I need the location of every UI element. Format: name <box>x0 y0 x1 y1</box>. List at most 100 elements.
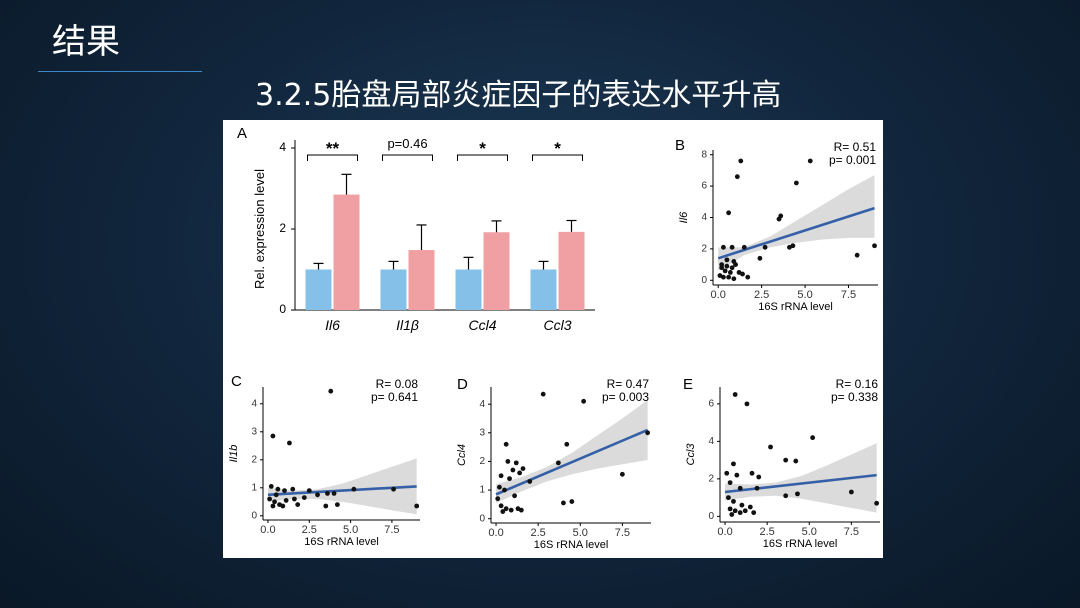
data-point <box>295 502 301 507</box>
data-point <box>754 485 760 491</box>
data-point <box>726 495 731 501</box>
x-tick-label: 5.0 <box>797 289 812 301</box>
x-tick-label: 5.0 <box>343 524 358 536</box>
x-axis-title: 16S rRNA level <box>758 301 833 313</box>
data-point <box>793 458 799 464</box>
significance-bracket <box>457 154 508 161</box>
data-point <box>721 244 726 250</box>
data-point <box>555 460 561 466</box>
data-point <box>272 499 277 505</box>
confidence-band <box>267 458 417 515</box>
y-tick-label: 1 <box>479 485 485 496</box>
y-tick-label: 2 <box>701 244 707 255</box>
p-value: p= 0.001 <box>829 153 876 167</box>
data-point <box>520 466 526 471</box>
data-point <box>619 471 625 477</box>
bar <box>305 269 332 310</box>
data-point <box>768 444 773 450</box>
data-point <box>331 491 337 496</box>
data-point <box>731 276 737 282</box>
data-point <box>747 504 753 510</box>
significance-label: * <box>479 139 486 158</box>
x-tick-label: 0.0 <box>717 526 732 538</box>
x-tick-label: 2.5 <box>754 289 769 301</box>
confidence-band <box>725 443 877 513</box>
data-point <box>270 503 276 509</box>
data-point <box>751 510 757 516</box>
data-point <box>315 492 320 498</box>
y-axis-title: Ccl3 <box>685 443 697 466</box>
data-point <box>724 263 730 269</box>
regression-line <box>717 206 875 260</box>
data-point <box>569 499 575 504</box>
data-point <box>757 255 763 261</box>
data-point <box>734 472 740 478</box>
data-point <box>391 486 396 492</box>
panel-label-a: A <box>237 125 247 142</box>
r-value: R= 0.16 <box>836 377 879 391</box>
data-point <box>273 492 279 498</box>
y-tick-label: 2 <box>251 454 257 465</box>
p-value: p= 0.003 <box>602 390 649 404</box>
data-point <box>745 274 751 280</box>
data-point <box>283 498 289 503</box>
data-point <box>498 473 504 479</box>
x-tick-label: 2.5 <box>531 527 546 539</box>
y-tick-label: 0 <box>479 513 485 524</box>
data-point <box>323 503 329 509</box>
data-point <box>783 457 789 463</box>
bar <box>380 269 407 310</box>
data-point <box>301 495 307 500</box>
x-tick-label: 2.5 <box>760 526 775 538</box>
p-value: p= 0.641 <box>371 390 418 404</box>
p-value: p= 0.338 <box>831 390 878 404</box>
significance-label: * <box>554 139 561 158</box>
data-point <box>328 388 334 394</box>
r-value: R= 0.08 <box>376 377 419 391</box>
data-point <box>776 216 782 222</box>
data-point <box>729 244 735 250</box>
data-point <box>306 488 312 493</box>
x-axis-title: 16S rRNA level <box>534 539 609 551</box>
r-value: R= 0.47 <box>607 377 650 391</box>
data-point <box>267 496 273 502</box>
y-tick-label: 6 <box>701 181 707 192</box>
data-point <box>287 440 292 446</box>
significance-bracket <box>307 154 358 161</box>
data-point <box>540 391 546 397</box>
data-point <box>497 484 502 490</box>
data-point <box>744 401 750 407</box>
panel-label-e: E <box>683 376 693 393</box>
data-point <box>731 461 736 467</box>
bar <box>530 269 557 310</box>
x-tick-label: 7.5 <box>384 524 399 536</box>
data-point <box>500 509 506 514</box>
bar <box>483 232 510 310</box>
data-point <box>645 430 651 436</box>
x-axis-title: 16S rRNA level <box>304 536 379 548</box>
y-tick-label: 0 <box>279 302 286 316</box>
data-point <box>503 506 509 512</box>
y-tick-label: 2 <box>479 456 485 467</box>
data-point <box>854 252 860 258</box>
x-tick-label: 0.0 <box>260 524 275 536</box>
y-tick-label: 4 <box>701 212 707 223</box>
bar <box>558 231 585 310</box>
x-tick-label: 0.0 <box>488 527 503 539</box>
y-tick-label: 1 <box>251 482 257 493</box>
significance-bracket <box>532 154 583 161</box>
data-point <box>564 441 570 447</box>
r-value: R= 0.51 <box>834 140 877 154</box>
data-point <box>290 486 296 492</box>
data-point <box>734 174 740 180</box>
data-point <box>807 158 813 164</box>
data-point <box>275 486 281 492</box>
data-point <box>527 479 533 484</box>
y-axis-title: Il6 <box>678 211 690 224</box>
x-tick-label: 2.5 <box>302 524 317 536</box>
data-point <box>749 470 755 476</box>
y-axis-title: Il1b <box>228 445 240 463</box>
data-point <box>726 274 732 280</box>
data-point <box>502 487 507 493</box>
data-point <box>414 503 420 509</box>
